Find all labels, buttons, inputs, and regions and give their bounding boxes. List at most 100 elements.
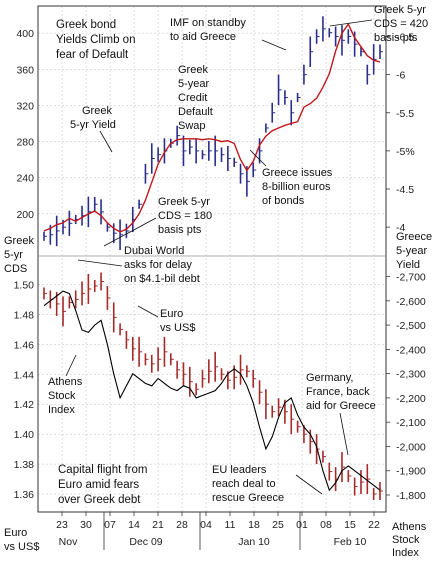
left-tick-top: 360 bbox=[16, 64, 34, 76]
right-bottom-label-1: Athens bbox=[392, 521, 427, 533]
bonds-line-1: Greece issues bbox=[262, 167, 333, 179]
dubai-annotation: Dubai World asks for delay on $4.1-bil d… bbox=[124, 245, 200, 285]
left-axis-bottom-label: Euro vs US$ bbox=[4, 527, 39, 553]
right-tick-top: -4.5 bbox=[396, 184, 414, 196]
x-tick-label: 28 bbox=[176, 519, 188, 531]
cds180-line-1: Greek 5-yr bbox=[158, 196, 210, 208]
top-title-line-3: fear of Default bbox=[56, 49, 129, 61]
right-axis-top-label: Greece 5-year Yield bbox=[396, 231, 432, 271]
dubai-line-3: on $4.1-bil debt bbox=[124, 273, 200, 285]
dubai-leader bbox=[77, 259, 123, 267]
grid bbox=[38, 6, 386, 512]
bonds-line-2: 8-billion euros bbox=[262, 181, 331, 193]
month-label: Feb 10 bbox=[334, 536, 367, 548]
x-tick-label: 22 bbox=[368, 519, 380, 531]
cds180-leader bbox=[103, 217, 157, 247]
right-tick-top: -5% bbox=[396, 146, 415, 158]
capital-line-1: Capital flight from bbox=[58, 464, 147, 476]
athens-label-2: Stock bbox=[48, 390, 76, 402]
left-top-label-3: CDS bbox=[4, 263, 27, 275]
x-tick-label: 15 bbox=[344, 519, 356, 531]
left-tick-top: 400 bbox=[16, 28, 34, 40]
germany-annotation: Germany, France, back aid for Greece bbox=[306, 372, 376, 412]
cds420-line-1: Greek 5-yr bbox=[374, 4, 426, 16]
dubai-line-2: asks for delay bbox=[124, 259, 192, 271]
bonds-line-3: of bonds bbox=[262, 195, 305, 207]
x-tick-label: 01 bbox=[296, 519, 308, 531]
left-tick-bottom: 1.36 bbox=[14, 489, 35, 501]
dubai-line-1: Dubai World bbox=[124, 245, 184, 257]
euro-label-1: Euro bbox=[160, 308, 183, 320]
axis-ticks: 23 30 07 14 21 28 04 11 18 25 01 08 15 22 Nov Dec 09 Jan… bbox=[14, 28, 426, 550]
imf-annotation: IMF on standby to aid Greece bbox=[170, 17, 246, 43]
capital-line-3: over Greek debt bbox=[58, 494, 141, 506]
right-tick-top: -4 bbox=[396, 222, 405, 234]
left-tick-bottom: 1.48 bbox=[14, 309, 35, 321]
germany-line-2: France, back bbox=[306, 386, 370, 398]
capital-line-2: Euro amid fears bbox=[58, 479, 139, 491]
right-top-label-3: Yield bbox=[396, 259, 420, 271]
top-panel bbox=[43, 16, 383, 250]
yield-label-line-2: 5-yr Yield bbox=[70, 119, 116, 131]
cds420-leader bbox=[329, 19, 373, 27]
left-bottom-label-1: Euro bbox=[4, 527, 27, 539]
athens-label-1: Athens bbox=[48, 376, 83, 388]
eu-line-3: rescue Greece bbox=[212, 492, 284, 504]
x-tick-label: 07 bbox=[104, 519, 116, 531]
germany-leader bbox=[339, 412, 349, 456]
left-tick-bottom: 1.40 bbox=[14, 429, 35, 441]
eu-annotation: EU leaders reach deal to rescue Greece bbox=[212, 464, 284, 504]
x-tick-label: 11 bbox=[225, 519, 236, 531]
right-tick-bottom: -2,700 bbox=[396, 272, 426, 284]
plot-frame bbox=[37, 5, 387, 513]
left-axis-top-label: Greek 5-yr CDS bbox=[4, 235, 34, 275]
right-tick-top: -6 bbox=[396, 70, 405, 82]
left-top-label-2: 5-yr bbox=[4, 249, 23, 261]
germany-line-1: Germany, bbox=[306, 372, 353, 384]
bonds-leader bbox=[249, 149, 267, 167]
month-label: Nov bbox=[59, 536, 78, 548]
left-tick-top: 240 bbox=[16, 173, 34, 185]
left-bottom-label-2: vs US$ bbox=[4, 541, 39, 553]
athens-label-3: Index bbox=[48, 404, 75, 416]
left-tick-bottom: 1.42 bbox=[14, 399, 35, 411]
left-tick-bottom: 1.44 bbox=[14, 369, 35, 381]
right-tick-top: -6.5 bbox=[396, 32, 414, 44]
right-bottom-label-3: Index bbox=[392, 547, 419, 559]
cds420-line-3: basis pts bbox=[374, 32, 418, 44]
bottom-panel bbox=[43, 272, 383, 501]
euro-label-2: vs US$ bbox=[160, 322, 195, 334]
eu-line-1: EU leaders bbox=[212, 464, 267, 476]
right-tick-bottom: -2,500 bbox=[396, 320, 426, 332]
left-tick-bottom: 1.46 bbox=[14, 339, 35, 351]
euro-leader bbox=[137, 305, 159, 318]
x-tick-label: 18 bbox=[248, 519, 260, 531]
left-tick-top: 320 bbox=[16, 100, 34, 112]
cds180-annotation: Greek 5-yr CDS = 180 basis pts bbox=[158, 196, 212, 236]
left-tick-top: 280 bbox=[16, 137, 34, 149]
yield-label-line-1: Greek bbox=[82, 105, 112, 117]
right-tick-bottom: -2,100 bbox=[396, 417, 426, 429]
bonds-annotation: Greece issues 8-billion euros of bonds bbox=[262, 167, 333, 207]
top-title-line-1: Greek bond bbox=[56, 19, 116, 31]
cds-label-line-2: 5-year bbox=[178, 78, 210, 90]
athens-series-label: Athens Stock Index bbox=[48, 376, 83, 416]
leader-lines bbox=[65, 19, 373, 495]
right-tick-bottom: -2,400 bbox=[396, 344, 426, 356]
cds-label-line-3: Credit bbox=[178, 92, 207, 104]
right-tick-bottom: -2,200 bbox=[396, 393, 426, 405]
right-top-label-2: 5-year bbox=[396, 245, 428, 257]
yield-leader bbox=[99, 130, 113, 153]
x-tick-label: 04 bbox=[200, 519, 212, 531]
cds-label-line-1: Greek bbox=[178, 64, 208, 76]
athens-line bbox=[43, 290, 381, 492]
cds-label-line-5: Swap bbox=[178, 120, 206, 132]
left-tick-bottom: 1.38 bbox=[14, 459, 35, 471]
right-tick-bottom: -2,300 bbox=[396, 369, 426, 381]
x-tick-label: 23 bbox=[56, 519, 68, 531]
top-title-line-2: Yields Climb on bbox=[56, 34, 135, 46]
cds420-line-2: CDS = 420 bbox=[374, 18, 428, 30]
